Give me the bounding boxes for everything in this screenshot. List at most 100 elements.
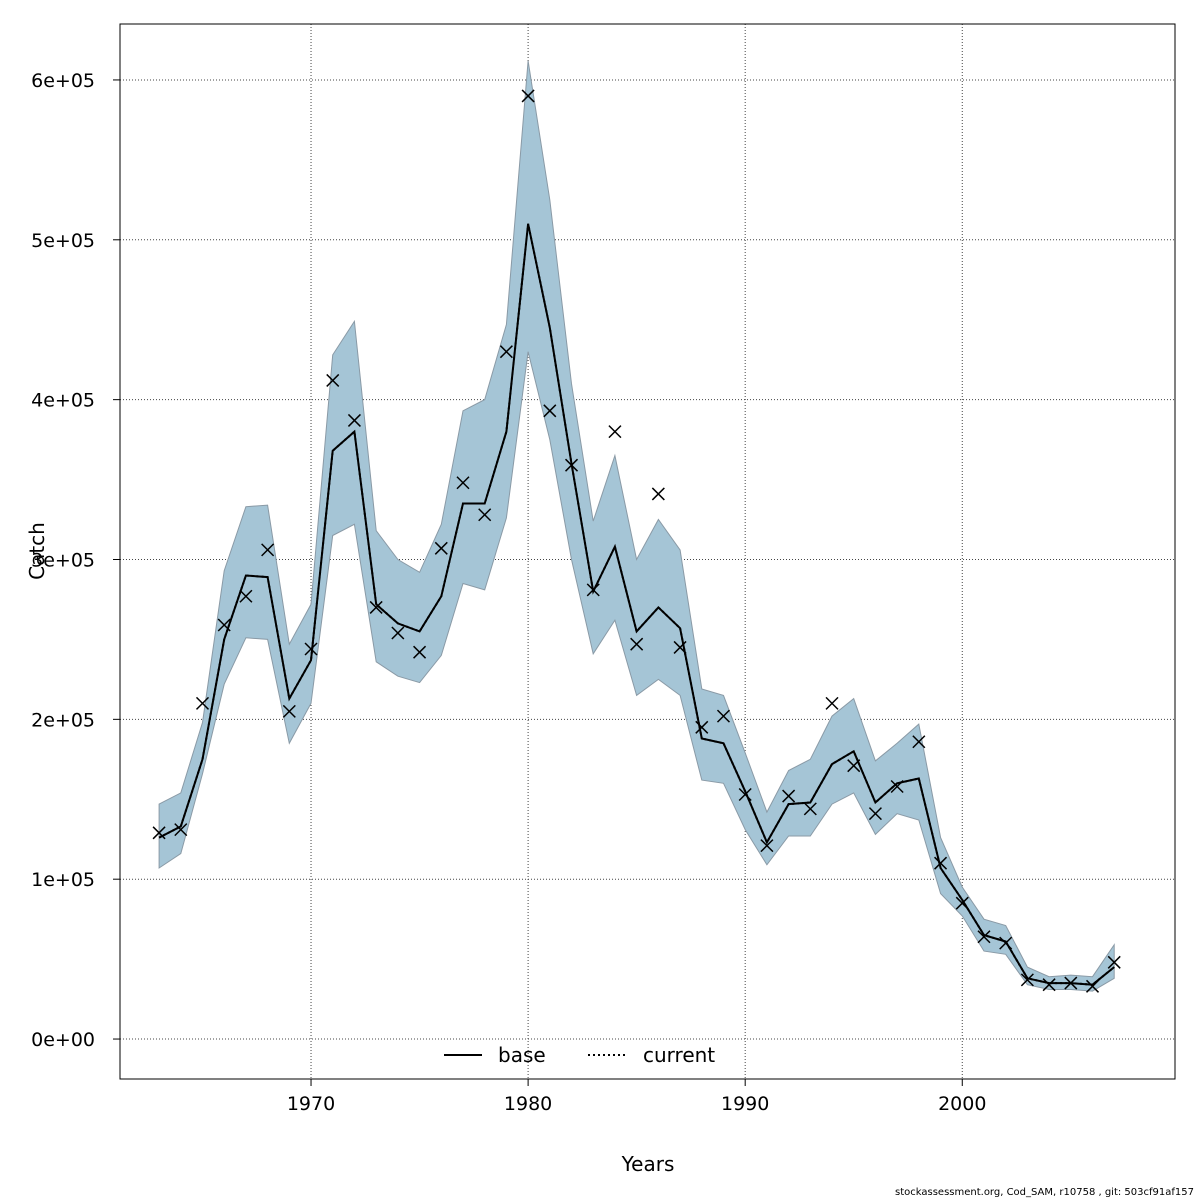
- observed-point: [716, 709, 731, 723]
- legend-label-base: base: [498, 1043, 546, 1067]
- observed-point-stroke: [195, 696, 210, 710]
- plot-frame: [119, 23, 1176, 1080]
- observed-point: [347, 413, 361, 427]
- observed-point-stroke: [934, 856, 948, 870]
- y-tick-label: 4e+05: [31, 390, 95, 412]
- observed-point-stroke: [738, 787, 752, 802]
- observed-point-stroke: [977, 930, 991, 944]
- observed-point-stroke: [391, 626, 405, 640]
- observed-point: [217, 618, 231, 632]
- observed-point-stroke: [803, 802, 817, 816]
- observed-point-stroke: [174, 823, 188, 837]
- observed-point: [1042, 978, 1056, 992]
- observed-point: [1085, 979, 1100, 993]
- observed-point: [434, 541, 448, 555]
- observed-point: [282, 704, 296, 718]
- ci-band: [158, 60, 1115, 992]
- observed-points: [152, 89, 1121, 993]
- observed-point-stroke: [217, 618, 231, 632]
- observed-point-stroke: [695, 720, 709, 734]
- observed-point-stroke: [955, 896, 969, 910]
- observed-point: [543, 404, 557, 418]
- observed-point-stroke: [651, 487, 665, 501]
- confidence-band: [158, 60, 1115, 992]
- y-axis-title: Catch: [25, 522, 49, 580]
- observed-point-stroke: [716, 709, 731, 723]
- observed-point: [695, 720, 709, 734]
- observed-point-stroke: [282, 704, 296, 718]
- observed-point: [239, 589, 253, 603]
- observed-point: [934, 856, 948, 870]
- x-tick-label: 1990: [721, 1093, 769, 1115]
- observed-point: [391, 626, 405, 640]
- observed-point: [499, 345, 513, 359]
- legend: base current: [444, 1043, 715, 1067]
- observed-point: [195, 696, 210, 710]
- observed-point: [890, 779, 904, 794]
- observed-point: [152, 826, 166, 840]
- observed-point-stroke: [912, 735, 926, 749]
- x-tick-label: 1970: [287, 1093, 335, 1115]
- y-tick-label: 6e+05: [31, 70, 95, 92]
- observed-point-stroke: [369, 600, 383, 614]
- observed-point: [478, 508, 492, 522]
- observed-point-stroke: [630, 637, 644, 651]
- observed-point-stroke: [1020, 973, 1034, 987]
- observed-point-stroke: [304, 642, 318, 656]
- observed-point-stroke: [456, 476, 470, 490]
- observed-point: [782, 789, 796, 803]
- observed-point: [977, 930, 991, 944]
- observed-point-stroke: [825, 696, 839, 710]
- observed-point: [304, 642, 318, 656]
- observed-point-stroke: [586, 583, 600, 597]
- observed-point: [803, 802, 817, 816]
- observed-point: [738, 787, 752, 802]
- observed-point: [1107, 955, 1121, 969]
- observed-point: [912, 735, 926, 749]
- observed-point: [1020, 973, 1034, 987]
- observed-point: [630, 637, 644, 651]
- observed-point-stroke: [1064, 976, 1078, 990]
- footer-credit: stockassessment.org, Cod_SAM, r10758 , g…: [895, 1187, 1194, 1198]
- observed-point-stroke: [434, 541, 448, 555]
- observed-point-stroke: [413, 645, 427, 659]
- observed-point: [999, 936, 1013, 950]
- observed-point-stroke: [1085, 979, 1100, 993]
- axes: 1970 1980 1990 2000 0e+00 1e+05 2e+05 3e+05 4e+0…: [31, 70, 986, 1115]
- y-tick-label: 2e+05: [31, 709, 95, 731]
- observed-point: [369, 600, 383, 614]
- y-tick-label: 1e+05: [31, 869, 95, 891]
- observed-point-stroke: [499, 345, 513, 359]
- observed-point-stroke: [564, 458, 579, 472]
- observed-point-stroke: [521, 89, 535, 103]
- observed-point-stroke: [1107, 955, 1121, 969]
- observed-point: [868, 807, 882, 821]
- observed-point-stroke: [1042, 978, 1056, 992]
- observed-point-stroke: [673, 640, 687, 654]
- observed-point-stroke: [347, 413, 361, 427]
- y-tick-label: 0e+00: [31, 1029, 95, 1051]
- observed-point: [608, 425, 622, 439]
- y-tick-label: 5e+05: [31, 230, 95, 252]
- observed-point-stroke: [152, 826, 166, 840]
- observed-point-stroke: [239, 589, 253, 603]
- observed-point-stroke: [782, 789, 796, 803]
- observed-point-stroke: [608, 425, 622, 439]
- legend-label-current: current: [643, 1043, 715, 1067]
- observed-point: [1064, 976, 1078, 990]
- observed-point-stroke: [543, 404, 557, 418]
- y-tick-label: 3e+05: [31, 549, 95, 571]
- observed-point: [174, 823, 188, 837]
- observed-point: [847, 759, 861, 773]
- observed-point: [586, 583, 600, 597]
- x-tick-label: 2000: [938, 1093, 986, 1115]
- observed-point-stroke: [760, 839, 774, 853]
- observed-point: [760, 839, 774, 853]
- observed-point: [413, 645, 427, 659]
- observed-point-stroke: [890, 779, 904, 794]
- observed-point: [456, 476, 470, 490]
- observed-point: [521, 89, 535, 103]
- observed-point: [955, 896, 969, 910]
- observed-point-stroke: [261, 543, 275, 557]
